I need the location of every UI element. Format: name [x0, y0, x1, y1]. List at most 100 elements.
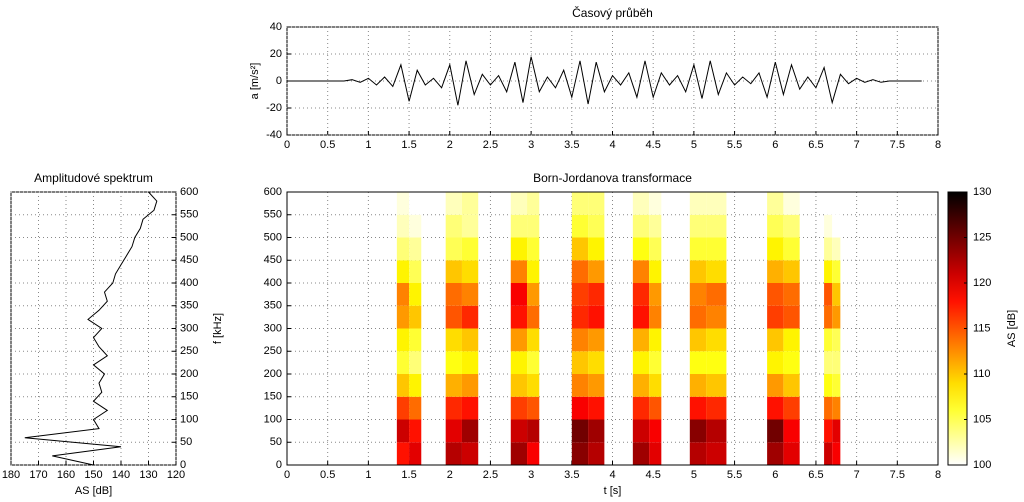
x-tick-label: 3 — [528, 469, 534, 481]
heatmap-cell — [571, 192, 589, 215]
x-tick-label: 170 — [29, 469, 47, 481]
heatmap-cell — [832, 442, 841, 465]
y-tick-label: 450 — [180, 254, 198, 266]
heatmap-cell — [649, 283, 662, 306]
heatmap-cell — [571, 328, 589, 352]
heatmap-cell — [510, 351, 528, 374]
heatmap-cell — [571, 260, 589, 283]
y-tick-label: 0 — [276, 459, 282, 471]
y-tick-label: 0 — [180, 459, 186, 471]
x-axis-label: AS [dB] — [75, 485, 112, 497]
heatmap-cell — [706, 237, 727, 261]
heatmap-cell — [588, 283, 605, 306]
x-tick-label: 5.5 — [727, 139, 742, 151]
heatmap-cell — [767, 237, 784, 261]
heatmap-cell — [571, 419, 589, 443]
heatmap-cell — [396, 419, 410, 443]
x-tick-label: 3.5 — [564, 139, 579, 151]
heatmap-cell — [783, 305, 800, 329]
heatmap-cell — [396, 351, 410, 374]
y-tick-label: 300 — [264, 322, 282, 334]
heatmap-cell — [632, 283, 650, 306]
colorbar-tick-label: 130 — [973, 186, 991, 198]
x-tick-label: 140 — [112, 469, 130, 481]
heatmap-cell — [649, 260, 662, 283]
heatmap-cell — [445, 374, 462, 397]
y-tick-label: 550 — [180, 209, 198, 221]
x-tick-label: 6.5 — [808, 469, 823, 481]
heatmap-cell — [396, 328, 410, 352]
y-tick-label: 400 — [264, 277, 282, 289]
heatmap-cell — [461, 237, 479, 261]
heatmap-cell — [706, 305, 727, 329]
y-tick-label: 100 — [264, 413, 282, 425]
heatmap-cell — [510, 237, 528, 261]
heatmap-cell — [632, 419, 650, 443]
colorbar-tick-label: 120 — [973, 277, 991, 289]
y-tick-label: 600 — [264, 186, 282, 198]
heatmap-cell — [510, 283, 528, 306]
heatmap-cell — [527, 442, 540, 465]
y-tick-label: 100 — [180, 413, 198, 425]
heatmap-cell — [396, 396, 410, 420]
x-tick-label: 7.5 — [890, 139, 905, 151]
y-tick-label: 150 — [180, 391, 198, 403]
x-tick-label: 0.5 — [320, 469, 335, 481]
heatmap-cell — [689, 374, 707, 397]
plot-border — [286, 191, 939, 466]
heatmap-cell — [824, 419, 833, 443]
y-tick-label: 400 — [180, 277, 198, 289]
heatmap-cell — [689, 260, 707, 283]
heatmap-cell — [445, 419, 462, 443]
x-tick-label: 5 — [691, 469, 697, 481]
y-axis-label: a [m/s²] — [249, 63, 261, 100]
heatmap-cell — [396, 192, 410, 215]
heatmap-cell — [706, 351, 727, 374]
heatmap-cell — [510, 214, 528, 238]
heatmap-cell — [689, 396, 707, 420]
heatmap-cell — [767, 260, 784, 283]
heatmap-cell — [824, 237, 833, 261]
heatmap-cell — [824, 305, 833, 329]
x-tick-label: 7 — [854, 139, 860, 151]
y-tick-label: 500 — [180, 231, 198, 243]
y-tick-label: 200 — [180, 368, 198, 380]
heatmap-cell — [783, 328, 800, 352]
x-tick-label: 7 — [854, 469, 860, 481]
x-tick-label: 6.5 — [808, 139, 823, 151]
y-tick-label: -20 — [266, 102, 282, 114]
heatmap-cell — [588, 260, 605, 283]
heatmap-cell — [632, 214, 650, 238]
colorbar-tick-label: 100 — [973, 459, 991, 471]
x-axis-label: t [s] — [604, 485, 622, 497]
heatmap-cell — [767, 396, 784, 420]
y-tick-label: -40 — [266, 129, 282, 141]
heatmap-cell — [832, 374, 841, 397]
heatmap-cell — [461, 328, 479, 352]
heatmap-cell — [571, 442, 589, 465]
heatmap-cell — [588, 351, 605, 374]
heatmap-cell — [445, 192, 462, 215]
heatmap-cell — [396, 374, 410, 397]
heatmap-cell — [445, 283, 462, 306]
heatmap-cell — [649, 396, 662, 420]
y-tick-label: 450 — [264, 254, 282, 266]
x-tick-label: 120 — [167, 469, 185, 481]
heatmap-cell — [632, 260, 650, 283]
heatmap-cell — [767, 192, 784, 215]
heatmap-cell — [824, 442, 833, 465]
y-tick-label: 600 — [180, 186, 198, 198]
heatmap-cell — [689, 442, 707, 465]
x-tick-label: 7.5 — [890, 469, 905, 481]
heatmap-cell — [571, 396, 589, 420]
heatmap-cell — [632, 305, 650, 329]
heatmap-cell — [445, 237, 462, 261]
heatmap-cell — [510, 328, 528, 352]
heatmap-cell — [632, 192, 650, 215]
heatmap-cell — [409, 419, 422, 443]
heatmap-cell — [767, 351, 784, 374]
heatmap-cell — [396, 260, 410, 283]
heatmap-cell — [832, 237, 841, 261]
x-tick-label: 4 — [609, 139, 615, 151]
heatmap-cell — [527, 396, 540, 420]
